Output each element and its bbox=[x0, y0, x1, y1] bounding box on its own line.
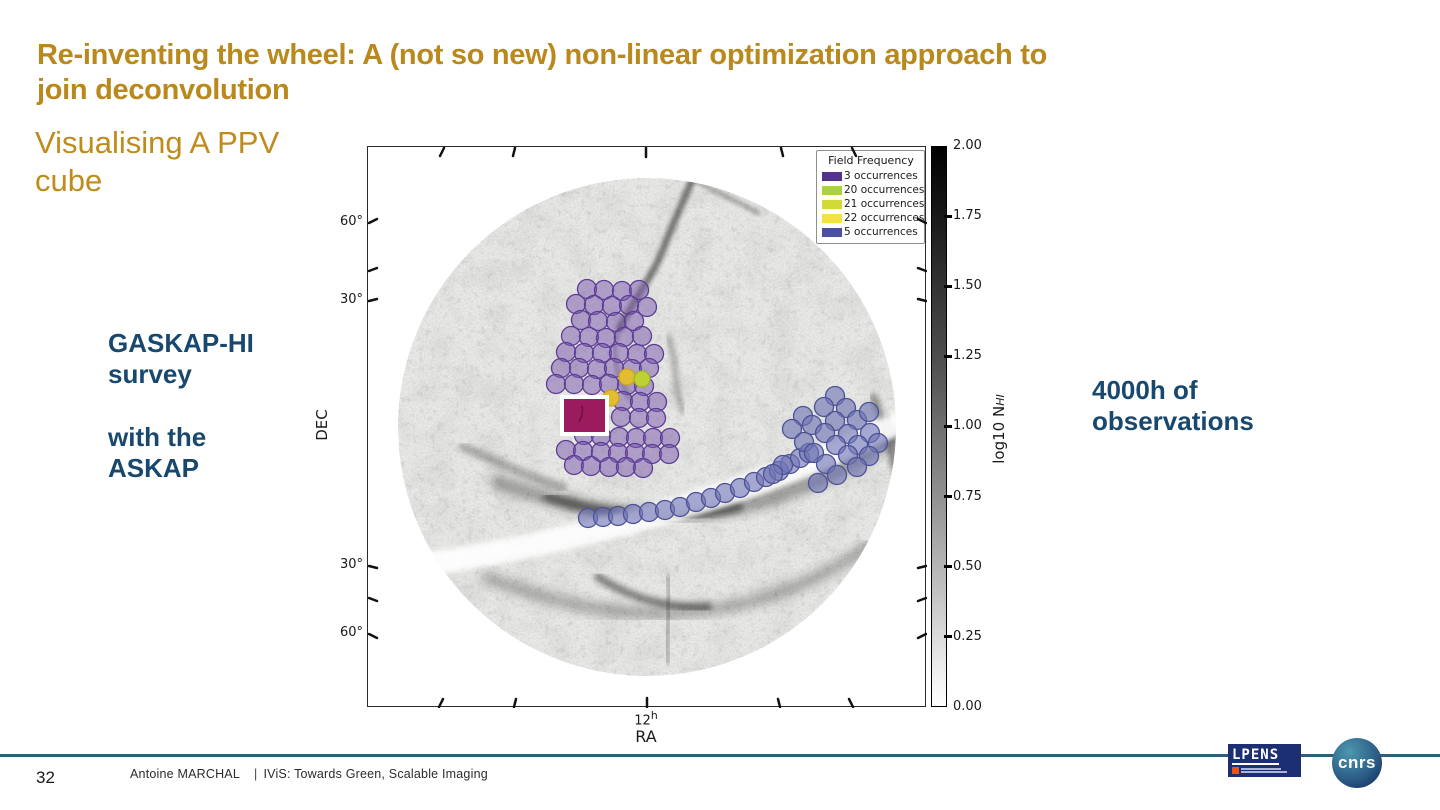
colorbar-label-100: 1.00 bbox=[953, 418, 982, 433]
slide-title-line1: Re-inventing the wheel: A (not so new) n… bbox=[37, 39, 1047, 71]
colorbar-axis-label-base: log10 N bbox=[990, 405, 1008, 464]
x-axis-label-ra: RA bbox=[635, 727, 657, 746]
legend-label-3-occ: 3 occurrences bbox=[844, 170, 918, 182]
note-gaskap-survey: GASKAP-HI survey bbox=[108, 328, 254, 390]
legend-label-22-occ: 22 occurrences bbox=[844, 212, 925, 224]
slide-subtitle-line2: cube bbox=[35, 163, 103, 198]
cnrs-logo: cnrs bbox=[1332, 738, 1382, 788]
legend-swatch-5-occ bbox=[822, 227, 842, 237]
legend-title: Field Frequency bbox=[828, 154, 914, 167]
dec-tick-60-bottom: 60° bbox=[339, 625, 363, 640]
plot-legend: Field Frequency 3 occurrences 20 occurre… bbox=[816, 150, 925, 244]
lpens-logo-subtext bbox=[1232, 767, 1297, 774]
highlight-square bbox=[560, 395, 609, 436]
footer-talk-title: IViS: Towards Green, Scalable Imaging bbox=[263, 767, 488, 781]
colorbar-label-075: 0.75 bbox=[953, 489, 982, 504]
colorbar-axis-label-sub: HI bbox=[994, 394, 1007, 406]
x-tick-12h-sup: h bbox=[650, 709, 658, 722]
colorbar-axis-label: log10 NHI bbox=[990, 394, 1008, 463]
footer-separator: | bbox=[254, 767, 258, 781]
page-number: 32 bbox=[36, 768, 55, 787]
note-gaskap-line1: GASKAP-HI bbox=[108, 328, 254, 358]
colorbar-label-200: 2.00 bbox=[953, 138, 982, 153]
legend-entry: 20 occurrences bbox=[822, 183, 924, 197]
colorbar-label-125: 1.25 bbox=[953, 348, 982, 363]
lpens-orange-square bbox=[1232, 767, 1239, 774]
note-gaskap-line2: survey bbox=[108, 359, 192, 389]
y-axis-label-dec: DEC bbox=[313, 409, 331, 441]
colorbar-label-050: 0.50 bbox=[953, 559, 982, 574]
colorbar-label-025: 0.25 bbox=[953, 629, 982, 644]
slide-subtitle: Visualising A PPV cube bbox=[35, 124, 279, 200]
sky-map-canvas bbox=[398, 178, 896, 676]
note-observations: 4000h of observations bbox=[1092, 375, 1254, 437]
legend-label-20-occ: 20 occurrences bbox=[844, 184, 925, 196]
slide-title: Re-inventing the wheel: A (not so new) n… bbox=[37, 38, 1197, 108]
footer-divider bbox=[0, 754, 1440, 757]
legend-label-5-occ: 5 occurrences bbox=[844, 226, 918, 238]
legend-label-21-occ: 21 occurrences bbox=[844, 198, 925, 210]
colorbar-label-150: 1.50 bbox=[953, 278, 982, 293]
x-tick-12h-base: 12 bbox=[634, 713, 651, 729]
sky-background bbox=[398, 178, 896, 676]
sky-map-plot bbox=[367, 146, 927, 708]
colorbar-label-000: 0.00 bbox=[953, 699, 982, 714]
slide-subtitle-line1: Visualising A PPV bbox=[35, 125, 280, 160]
lpens-logo-text: LPENS bbox=[1232, 747, 1280, 765]
note-obs-line1: 4000h of bbox=[1092, 375, 1198, 405]
legend-swatch-3-occ bbox=[822, 171, 842, 181]
legend-swatch-22-occ bbox=[822, 213, 842, 223]
lpens-smallprint-lines bbox=[1241, 768, 1287, 773]
legend-swatch-21-occ bbox=[822, 199, 842, 209]
note-askap-line1: with the bbox=[108, 422, 207, 452]
cnrs-logo-text: cnrs bbox=[1338, 753, 1376, 772]
legend-entry: 3 occurrences bbox=[822, 169, 920, 183]
slide-title-line2: join deconvolution bbox=[37, 74, 290, 106]
dec-tick-30-top: 30° bbox=[339, 292, 363, 307]
field-markers bbox=[545, 278, 889, 529]
legend-entry: 22 occurrences bbox=[822, 211, 924, 225]
x-tick-12h: 12h bbox=[629, 709, 663, 728]
legend-swatch-20-occ bbox=[822, 185, 842, 195]
colorbar-label-175: 1.75 bbox=[953, 208, 982, 223]
note-with-askap: with the ASKAP bbox=[108, 422, 206, 484]
lpens-logo: LPENS bbox=[1228, 744, 1301, 777]
dec-tick-60-top: 60° bbox=[339, 214, 363, 229]
footer-text: Antoine MARCHAL | IViS: Towards Green, Sca… bbox=[130, 767, 488, 781]
note-obs-line2: observations bbox=[1092, 406, 1254, 436]
dec-tick-30-bottom: 30° bbox=[339, 557, 363, 572]
note-askap-line2: ASKAP bbox=[108, 453, 200, 483]
legend-entry: 21 occurrences bbox=[822, 197, 924, 211]
footer-author: Antoine MARCHAL bbox=[130, 767, 240, 781]
legend-entry: 5 occurrences bbox=[822, 225, 920, 239]
